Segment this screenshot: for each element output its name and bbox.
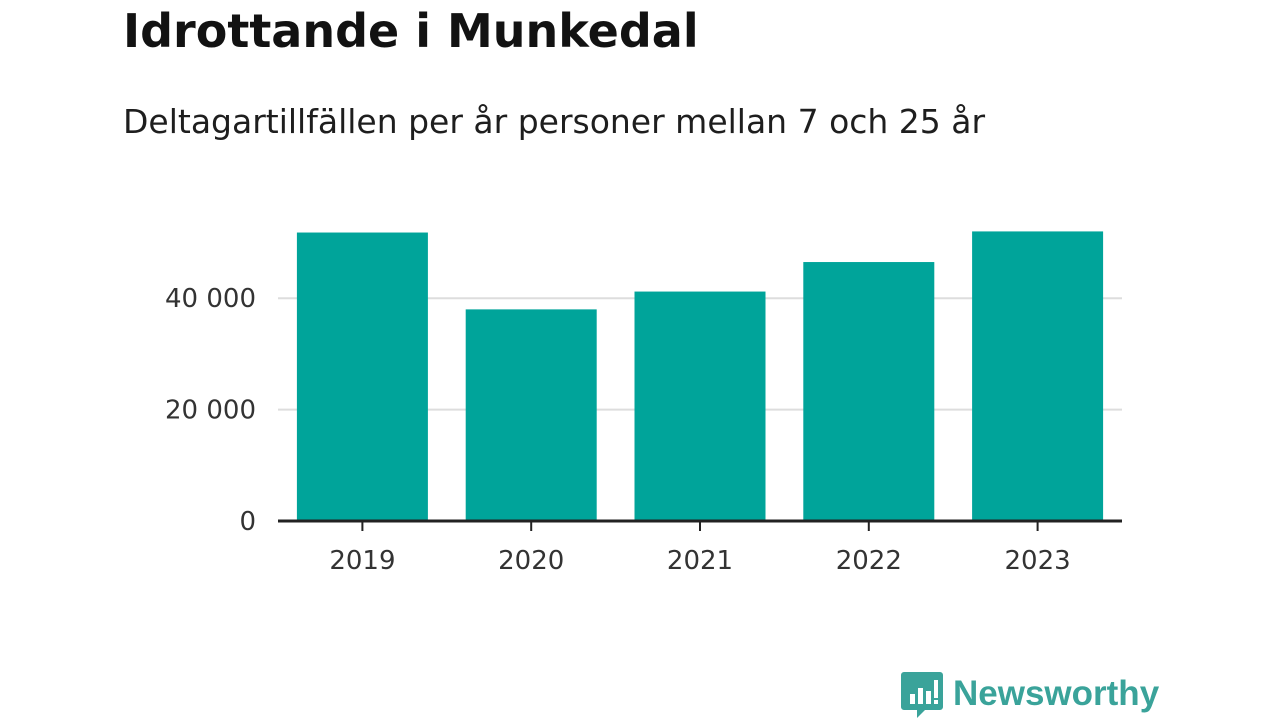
bar xyxy=(803,262,935,521)
brand-name: Newsworthy xyxy=(953,674,1160,713)
x-tick-label: 2020 xyxy=(498,546,564,576)
x-tick-label: 2019 xyxy=(329,546,395,576)
x-tick-label: 2021 xyxy=(667,546,733,576)
chart-title: Idrottande i Munkedal xyxy=(123,4,699,58)
x-tick-label: 2023 xyxy=(1005,546,1071,576)
bar xyxy=(634,291,766,521)
y-tick-label: 20 000 xyxy=(165,396,256,426)
y-tick-label: 0 xyxy=(239,507,256,537)
bar xyxy=(296,232,428,521)
x-tick-label: 2022 xyxy=(836,546,902,576)
chart-subtitle: Deltagartillfällen per år personer mella… xyxy=(123,102,986,141)
y-tick-label: 40 000 xyxy=(165,284,256,314)
bar xyxy=(465,309,597,521)
bar-chart-speech-bubble-icon xyxy=(901,672,943,718)
bar xyxy=(972,231,1104,521)
newsworthy-logo: Newsworthy xyxy=(901,670,1159,718)
